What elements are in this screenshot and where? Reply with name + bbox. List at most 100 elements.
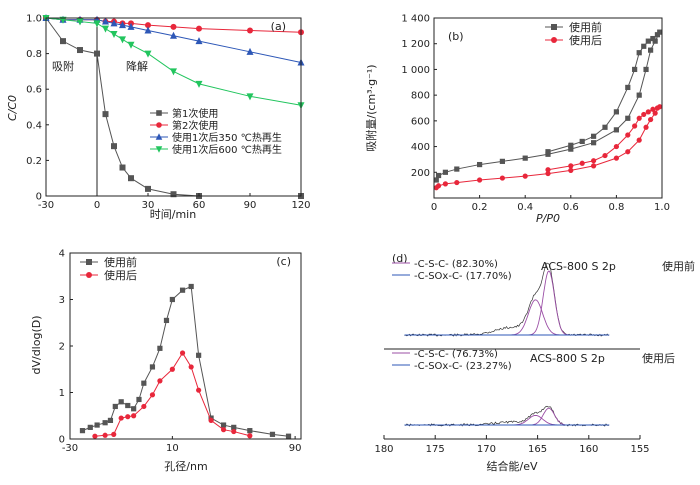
y-tick-label: 1 000 bbox=[401, 65, 430, 76]
series-b0-point bbox=[645, 38, 651, 44]
series-c1-line bbox=[94, 352, 250, 437]
legend-label: 使用前 bbox=[104, 255, 137, 269]
series-b1-point bbox=[568, 163, 574, 169]
panel-a-yticks: 0 0.2 0.4 0.6 0.8 1.0 bbox=[26, 14, 49, 203]
series-a0-point bbox=[102, 111, 109, 118]
series-b0-point bbox=[579, 138, 585, 145]
legend-marker bbox=[155, 146, 163, 153]
x-tick-label: 0.2 bbox=[472, 202, 488, 213]
series-c1-point bbox=[179, 350, 186, 356]
panel-d: (d) ACS-800 S 2p 使用前 ACS-800 S 2p 使用后 -C… bbox=[374, 252, 695, 473]
series-c0-point bbox=[136, 396, 142, 403]
series-c0-line bbox=[82, 285, 289, 437]
before-state-label: 使用前 bbox=[662, 259, 695, 273]
series-c1-point bbox=[196, 387, 202, 393]
xps-raw-trace bbox=[404, 405, 609, 427]
series-b1-point bbox=[454, 179, 460, 186]
series-b0-point bbox=[591, 140, 597, 146]
series-a3-point bbox=[93, 20, 101, 28]
series-b1-point bbox=[650, 106, 656, 112]
series-b1-point bbox=[613, 143, 620, 150]
panel-a-frame bbox=[45, 17, 302, 197]
before-spectrum-title: ACS-800 S 2p bbox=[541, 260, 616, 273]
series-b1-point bbox=[602, 152, 608, 159]
series-c0-point bbox=[163, 317, 170, 324]
series-c0-point bbox=[112, 403, 118, 410]
series-b0-point bbox=[613, 127, 619, 133]
series-b0-point bbox=[591, 133, 597, 139]
x-tick-label: 160 bbox=[579, 444, 598, 455]
series-a1-point bbox=[196, 25, 202, 32]
panel-a-xlabel: 时间/min bbox=[150, 208, 196, 221]
series-c1-point bbox=[169, 366, 175, 372]
series-b0-point bbox=[477, 161, 483, 168]
series-b1-point bbox=[641, 111, 647, 118]
series-c1-point bbox=[208, 417, 214, 423]
panel-b-plot bbox=[433, 29, 663, 191]
panel-d-xlabel: 结合能/eV bbox=[487, 459, 538, 473]
series-c1-point bbox=[92, 433, 98, 439]
series-a0-point bbox=[119, 164, 126, 171]
series-c0-point bbox=[247, 428, 253, 434]
legend-label: -C-S-C- (82.30%) bbox=[414, 259, 498, 270]
legend-marker bbox=[156, 110, 162, 116]
series-c0-point bbox=[87, 424, 93, 430]
y-tick-label: 0.4 bbox=[26, 120, 42, 131]
series-a2-point bbox=[246, 47, 254, 55]
series-b1-point bbox=[625, 132, 631, 138]
series-a3-point bbox=[59, 16, 67, 24]
x-tick-label: 0 bbox=[431, 202, 437, 213]
series-b1-point bbox=[545, 170, 551, 177]
series-b0-point bbox=[625, 115, 631, 121]
series-a3-point bbox=[144, 50, 152, 58]
series-b0-point bbox=[632, 66, 638, 73]
series-a2-point bbox=[170, 31, 177, 39]
y-tick-label: 0 bbox=[36, 192, 42, 203]
series-a0-point bbox=[60, 38, 66, 45]
series-c1-point bbox=[157, 378, 163, 384]
legend-label: 使用后 bbox=[104, 269, 137, 282]
series-a0-point bbox=[77, 47, 83, 54]
series-c0-point bbox=[79, 428, 86, 434]
panel-c-ylabel: dV/dlog(D) bbox=[30, 315, 43, 374]
panel-a-plot bbox=[42, 14, 305, 199]
panel-a-xticks: -30 0 30 60 90 120 bbox=[38, 193, 311, 211]
series-b0-point bbox=[643, 66, 649, 73]
legend-marker bbox=[551, 37, 557, 43]
panel-b-ylabel: 吸附量/(cm³·g⁻¹) bbox=[364, 64, 378, 151]
series-b0-point bbox=[442, 169, 448, 175]
series-c0-point bbox=[94, 422, 100, 428]
series-a2-point bbox=[127, 22, 135, 30]
series-c0-point bbox=[285, 433, 292, 439]
series-c1-point bbox=[149, 392, 156, 398]
series-b0-point bbox=[648, 47, 654, 53]
panel-d-xticks: 180 175 170 165 160 155 bbox=[374, 435, 650, 455]
y-tick-label: 200 bbox=[411, 168, 430, 179]
series-b1-point bbox=[568, 167, 574, 173]
x-tick-label: 30 bbox=[142, 200, 155, 211]
series-b0-point bbox=[499, 158, 505, 164]
panel-b-frame bbox=[433, 17, 663, 199]
series-b0-point bbox=[636, 50, 642, 56]
series-c0-point bbox=[118, 399, 124, 405]
series-b0-point bbox=[435, 172, 442, 179]
legend-label: 第1次使用 bbox=[172, 107, 218, 120]
legend-marker bbox=[86, 272, 92, 278]
series-a0-point bbox=[111, 143, 117, 150]
series-b0-point bbox=[641, 43, 647, 49]
series-c1-point bbox=[141, 403, 147, 410]
x-tick-label: 90 bbox=[289, 443, 302, 454]
series-b0-point bbox=[650, 35, 656, 42]
xps-fit-component bbox=[486, 407, 589, 426]
legend-label: 使用1次后600 ℃热再生 bbox=[172, 143, 282, 156]
series-c0-point bbox=[157, 345, 163, 351]
panel-b-tag: (b) bbox=[448, 30, 464, 43]
panel-d-legend: -C-S-C- (82.30%)-C-SOx-C- (17.70%) -C-S-C… bbox=[392, 259, 512, 372]
panel-b-xticks: 0 0.2 0.4 0.6 0.8 1.0 bbox=[431, 195, 670, 213]
series-b1-point bbox=[591, 163, 597, 169]
x-tick-label: -30 bbox=[38, 200, 54, 211]
legend-marker bbox=[156, 122, 162, 128]
